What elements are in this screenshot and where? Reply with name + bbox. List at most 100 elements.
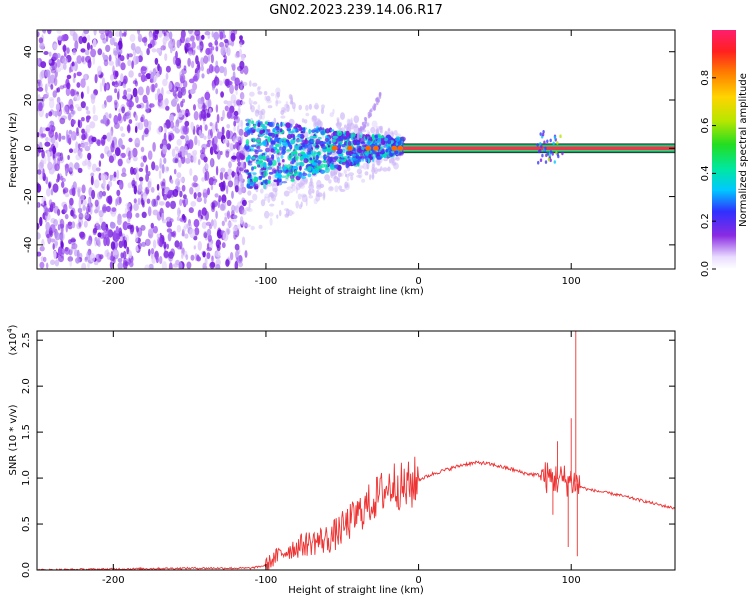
tone-feature <box>556 141 559 145</box>
noise-speck <box>188 46 194 52</box>
noise-speck <box>194 30 201 37</box>
noise-speck <box>180 135 186 140</box>
noise-speck <box>46 187 51 197</box>
spread-core <box>306 166 312 172</box>
spread-core <box>256 164 261 168</box>
noise-speck <box>54 232 61 241</box>
noise-speck <box>86 110 91 115</box>
spread-core <box>262 125 267 130</box>
spread-core <box>281 140 288 146</box>
spectrogram-tone-band <box>403 130 675 165</box>
spread-core <box>347 151 352 156</box>
spread-halo <box>349 122 355 130</box>
noise-speck <box>48 111 53 117</box>
noise-speck <box>97 225 103 230</box>
noise-speck <box>193 192 197 200</box>
spread-core <box>268 175 272 181</box>
noise-speck <box>161 181 166 191</box>
noise-speck <box>239 42 243 48</box>
noise-speck <box>163 132 167 141</box>
spread-core <box>252 138 256 143</box>
spread-halo <box>322 134 325 139</box>
noise-speck <box>223 38 229 44</box>
spread-core <box>247 160 253 164</box>
noise-speck <box>222 109 225 120</box>
spread-halo <box>340 112 345 120</box>
noise-speck <box>73 148 78 154</box>
noise-speck <box>135 172 139 181</box>
tone-feature <box>537 160 540 165</box>
noise-speck <box>141 241 147 247</box>
noise-speck <box>161 164 165 174</box>
noise-speck <box>223 66 227 77</box>
spread-core <box>286 164 292 171</box>
spread-branch <box>357 132 360 137</box>
spread-halo <box>319 121 323 129</box>
spread-core <box>317 136 322 140</box>
noise-speck <box>241 54 245 62</box>
spread-hotspot <box>346 145 353 151</box>
noise-speck <box>231 204 236 213</box>
noise-speck <box>166 166 169 172</box>
noise-speck <box>141 134 145 141</box>
noise-speck <box>67 221 73 226</box>
noise-speck <box>74 103 80 109</box>
spread-core <box>309 157 313 161</box>
spread-core <box>245 148 252 152</box>
spread-halo <box>301 194 308 203</box>
noise-speck <box>81 133 86 141</box>
spread-core <box>338 141 344 144</box>
noise-speck <box>137 86 144 96</box>
noise-speck <box>180 100 184 108</box>
noise-speck <box>94 237 98 242</box>
noise-speck <box>197 192 202 198</box>
spread-halo <box>371 172 375 180</box>
noise-speck <box>48 59 52 64</box>
noise-speck <box>48 97 55 102</box>
noise-speck <box>225 259 230 267</box>
noise-speck <box>208 177 215 186</box>
noise-speck <box>156 183 160 191</box>
tone-feature <box>549 150 553 154</box>
spread-halo <box>252 82 258 87</box>
noise-speck <box>47 30 52 35</box>
noise-speck <box>97 48 103 56</box>
noise-speck <box>186 261 192 269</box>
noise-speck <box>74 94 81 101</box>
noise-speck <box>172 263 179 268</box>
noise-speck <box>204 91 211 101</box>
noise-speck <box>200 215 203 220</box>
noise-speck <box>226 124 231 129</box>
noise-speck <box>121 32 125 37</box>
noise-speck <box>150 83 156 93</box>
spread-halo <box>266 99 272 104</box>
noise-speck <box>128 53 133 58</box>
noise-speck <box>181 253 184 259</box>
noise-speck <box>129 34 136 42</box>
noise-speck <box>86 34 91 41</box>
spread-core <box>251 144 257 148</box>
colorbar-gradient <box>712 30 736 269</box>
noise-speck <box>44 207 49 217</box>
noise-speck <box>147 120 152 127</box>
noise-speck <box>175 178 181 187</box>
spread-core <box>252 129 256 133</box>
spread-halo <box>240 84 244 91</box>
noise-speck <box>152 239 157 249</box>
spread-halo <box>344 124 347 129</box>
noise-speck <box>127 225 133 230</box>
noise-speck <box>138 167 144 172</box>
noise-speck <box>234 185 239 193</box>
noise-speck <box>103 59 109 67</box>
spread-halo <box>298 204 302 210</box>
noise-speck <box>71 187 76 197</box>
spread-core <box>306 151 312 155</box>
spread-halo <box>245 206 251 211</box>
spread-halo <box>302 178 308 182</box>
spread-core <box>300 175 307 180</box>
spread-halo <box>260 199 266 207</box>
spread-halo <box>340 172 344 177</box>
spread-core <box>281 159 285 163</box>
noise-speck <box>124 261 130 267</box>
noise-speck <box>182 126 188 135</box>
